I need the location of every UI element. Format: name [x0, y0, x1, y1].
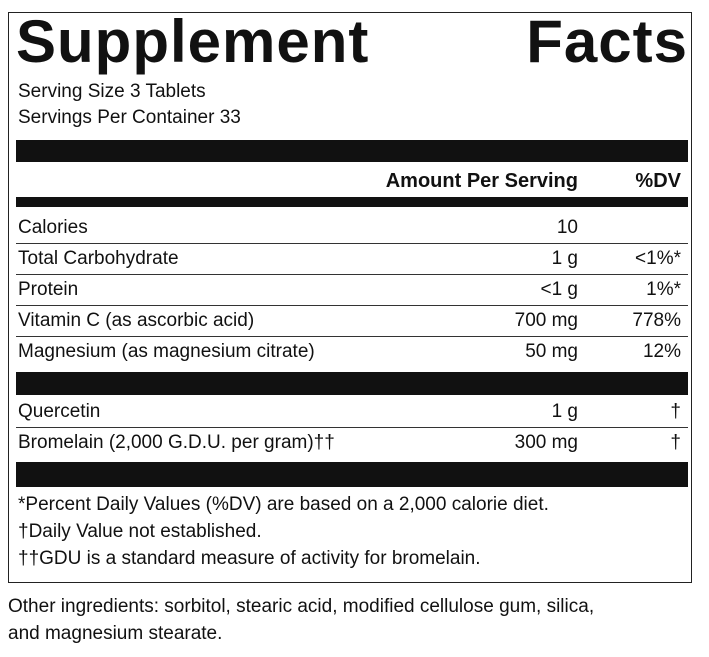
nutrient-amount: 50 mg [525, 341, 578, 362]
nutrient-name: Calories [18, 217, 88, 238]
nutrient-amount: 700 mg [514, 310, 578, 331]
nutrient-amount: 1 g [551, 248, 578, 269]
other-ingredients: Other ingredients: sorbitol, stearic aci… [8, 596, 595, 617]
nutrient-amount: 300 mg [514, 432, 578, 453]
other-ingredients: and magnesium stearate. [8, 623, 223, 644]
nutrient-name: Total Carbohydrate [18, 248, 179, 269]
footnote: *Percent Daily Values (%DV) are based on… [18, 494, 549, 515]
nutrient-name: Protein [18, 279, 79, 300]
dv-header: %DV [635, 170, 681, 192]
nutrient-dv: 12% [642, 341, 681, 362]
footnote: †Daily Value not established. [18, 521, 262, 542]
footnote: ††GDU is a standard measure of activity … [18, 548, 481, 569]
serving-size: Serving Size 3 Tablets [18, 81, 206, 102]
row-rule [16, 427, 688, 428]
nutrient-dv: <1%* [635, 248, 681, 269]
row-rule [16, 243, 688, 244]
nutrient-dv: 1%* [646, 279, 681, 300]
label-box [8, 12, 692, 583]
nutrient-name: Vitamin C (as ascorbic acid) [18, 310, 255, 331]
nutrient-name: Bromelain (2,000 G.D.U. per gram)†† [18, 432, 335, 453]
label-title: Supplement Facts [16, 8, 688, 75]
nutrient-amount: 1 g [551, 401, 578, 422]
nutrient-amount: <1 g [540, 279, 578, 300]
nutrient-name: Quercetin [18, 401, 101, 422]
divider-bar [16, 372, 688, 395]
amount-header: Amount Per Serving [385, 170, 578, 192]
row-rule [16, 336, 688, 337]
nutrient-dv: † [670, 432, 681, 453]
divider-bar [16, 462, 688, 487]
row-rule [16, 274, 688, 275]
nutrient-name: Magnesium (as magnesium citrate) [18, 341, 315, 362]
nutrient-dv: † [670, 401, 681, 422]
nutrient-dv: 778% [632, 310, 681, 331]
row-rule [16, 305, 688, 306]
divider-bar [16, 140, 688, 162]
nutrient-amount: 10 [556, 217, 578, 238]
servings-per-container: Servings Per Container 33 [18, 107, 241, 128]
thick-rule [16, 197, 688, 207]
